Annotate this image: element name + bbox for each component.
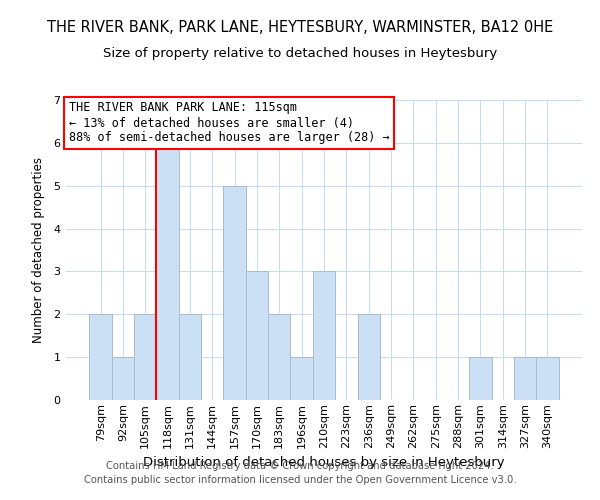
Bar (358, 314, 380, 400)
Bar (89, 314, 112, 400)
Text: Size of property relative to detached houses in Heytesbury: Size of property relative to detached ho… (103, 48, 497, 60)
Bar (179, 314, 201, 400)
Bar (469, 357, 491, 400)
X-axis label: Distribution of detached houses by size in Heytesbury: Distribution of detached houses by size … (143, 456, 505, 469)
Bar (313, 272, 335, 400)
Bar (514, 357, 536, 400)
Bar (112, 357, 134, 400)
Bar (268, 314, 290, 400)
Y-axis label: Number of detached properties: Number of detached properties (32, 157, 45, 343)
Bar (223, 186, 246, 400)
Text: THE RIVER BANK PARK LANE: 115sqm
← 13% of detached houses are smaller (4)
88% of: THE RIVER BANK PARK LANE: 115sqm ← 13% o… (68, 102, 389, 144)
Bar (290, 357, 313, 400)
Bar (536, 357, 559, 400)
Bar (134, 314, 157, 400)
Bar (246, 272, 268, 400)
Bar (157, 143, 179, 400)
Text: Contains HM Land Registry data © Crown copyright and database right 2024.
Contai: Contains HM Land Registry data © Crown c… (84, 461, 516, 485)
Text: THE RIVER BANK, PARK LANE, HEYTESBURY, WARMINSTER, BA12 0HE: THE RIVER BANK, PARK LANE, HEYTESBURY, W… (47, 20, 553, 35)
